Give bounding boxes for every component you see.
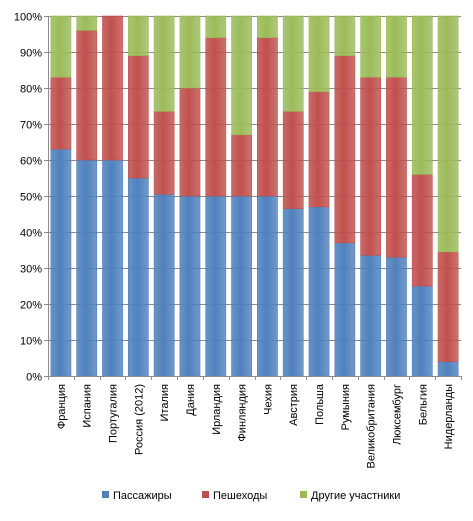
bar-segment-2 (360, 76, 382, 256)
category-label: Дания (185, 384, 197, 416)
bar-segment-1 (386, 256, 407, 377)
bar-segment-1 (437, 361, 459, 377)
bar-segment-2 (102, 15, 123, 161)
bar-segment-1 (127, 177, 149, 377)
bar-segment-2 (257, 37, 278, 197)
y-tick-label: 40% (20, 228, 42, 240)
y-tick-label: 80% (20, 84, 42, 96)
bar-segment-2 (231, 134, 252, 197)
category-label: Бельгия (417, 384, 429, 425)
bar-segment-3 (308, 15, 330, 92)
axes (48, 16, 462, 380)
y-tick-label: 100% (14, 12, 42, 24)
bar-segment-1 (282, 208, 304, 377)
bar-segment-2 (334, 55, 356, 244)
legend-label: Другие участники (311, 490, 400, 502)
category-label: Испания (82, 384, 94, 428)
bar-segment-3 (231, 15, 252, 136)
legend-swatch (300, 491, 307, 498)
bar-segment-1 (76, 159, 98, 377)
y-axis-tick-labels: 0% 10% 20% 30% 40% 50% 60% 70% 80% 90% 100% (14, 12, 42, 384)
bar-segment-1 (308, 206, 330, 377)
category-label: Франция (56, 384, 68, 429)
y-tick-label: 10% (20, 336, 42, 348)
bar-segment-1 (231, 195, 252, 377)
y-tick-label: 20% (20, 300, 42, 312)
bar-segment-3 (153, 15, 175, 112)
category-label: Великобритания (366, 384, 378, 469)
bar-segment-3 (282, 15, 304, 112)
y-tick-label: 70% (20, 120, 42, 132)
bar-segment-3 (50, 15, 72, 78)
bar-segment-3 (127, 15, 149, 56)
category-label: Австрия (288, 384, 300, 426)
legend: Пассажиры Пешеходы Другие участники (102, 490, 400, 502)
legend-label: Пассажиры (113, 490, 172, 502)
bar-segment-3 (386, 15, 407, 78)
bar-segment-1 (50, 148, 72, 377)
category-label: Чехия (262, 384, 274, 415)
category-label: Финляндия (237, 384, 249, 442)
bar-segment-2 (308, 91, 330, 208)
bar-segment-3 (205, 15, 227, 38)
y-tick-label: 90% (20, 48, 42, 60)
bar-segment-3 (411, 15, 433, 175)
bar-segment-3 (437, 15, 459, 253)
category-label: Португалия (108, 384, 120, 443)
y-tick-label: 30% (20, 264, 42, 276)
y-tick-label: 0% (26, 372, 42, 384)
bar-segment-1 (334, 242, 356, 377)
bar-segment-1 (411, 285, 433, 377)
bar-segment-2 (437, 251, 459, 362)
y-tick-label: 50% (20, 192, 42, 204)
bar-segment-1 (153, 193, 175, 377)
bar-segment-3 (360, 15, 382, 78)
bar-segment-2 (386, 76, 407, 258)
bar-segment-3 (257, 15, 278, 38)
category-label: Польша (314, 383, 326, 425)
bar-segment-2 (76, 30, 98, 161)
bar-segment-2 (282, 111, 304, 209)
bar-segment-1 (257, 195, 278, 377)
legend-label: Пешеходы (213, 490, 267, 502)
x-axis-category-labels: Франция Испания Португалия Россия (2012) Ита… (56, 383, 455, 468)
category-label: Россия (2012) (133, 384, 145, 455)
bar-segment-2 (205, 37, 227, 197)
bar-segment-2 (127, 55, 149, 179)
category-label: Италия (159, 384, 171, 422)
bars (50, 15, 459, 377)
legend-swatch (202, 491, 209, 498)
bar-segment-1 (205, 195, 227, 377)
bar-segment-3 (179, 15, 201, 89)
category-label: Румыния (340, 384, 352, 430)
legend-swatch (102, 491, 109, 498)
bar-segment-2 (50, 76, 72, 150)
bar-segment-2 (153, 111, 175, 195)
bar-segment-1 (360, 255, 382, 377)
bar-segment-1 (179, 195, 201, 377)
bar-segment-2 (179, 87, 201, 197)
bar-segment-1 (102, 159, 123, 377)
bar-segment-2 (411, 174, 433, 287)
category-label: Люксембург (391, 384, 403, 445)
bar-segment-3 (76, 15, 98, 31)
category-label: Нидерланды (443, 384, 455, 449)
bar-segment-3 (334, 15, 356, 56)
y-tick-label: 60% (20, 156, 42, 168)
category-label: Ирландия (211, 384, 223, 435)
